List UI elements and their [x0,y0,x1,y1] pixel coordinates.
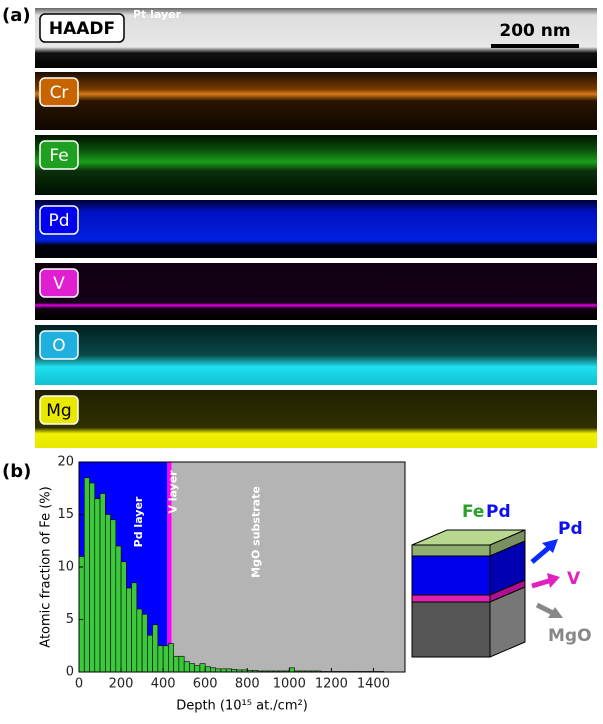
bar [115,545,122,673]
map-label-box [39,268,79,298]
x-tick-label: 600 [193,677,218,692]
bar [168,643,174,673]
bar [89,482,96,673]
bar [78,556,85,673]
element-map [35,72,597,130]
region-label: Pd layer [132,496,145,547]
y-axis-label: Atomic fraction of Fe (%) [39,486,54,647]
y-tick-label: 15 [57,507,74,522]
x-tick-label: 1000 [273,677,306,692]
panel-label: (b) [2,461,31,482]
x-axis-label: Depth (10¹⁵ at./cm²) [176,699,308,714]
map-label-box [39,205,79,235]
map-label-box [39,13,125,43]
bar [157,645,164,673]
bar [126,587,132,673]
map-label: O [52,336,65,356]
y-tick-label: 0 [66,665,74,680]
bar [173,655,180,673]
bar [147,634,153,673]
panel-label: (a) [2,5,31,26]
bar [99,493,106,673]
x-tick-label: 1200 [315,677,348,692]
bar [189,663,195,673]
map-label-box [39,395,79,425]
bar [141,613,148,673]
map-label-box [39,77,79,107]
region-label: V layer [166,470,179,514]
y-tick-label: 5 [66,612,74,627]
x-tick-label: 1400 [357,677,390,692]
bar [94,498,101,673]
bar [120,561,127,673]
region [167,462,172,672]
map-label: Mg [46,401,71,421]
bar [110,519,117,673]
bar [204,666,211,673]
bar [199,663,206,673]
bar [178,655,185,673]
map-label: Pd [48,211,69,231]
y-tick-label: 20 [57,455,74,470]
bar [131,582,138,673]
bar [194,665,201,673]
element-map [35,135,597,195]
x-tick-label: 400 [151,677,176,692]
layer-diagram: Fe Pd Pd V MgO [411,502,592,658]
map-label-box [39,140,79,170]
layer-label: V [567,569,581,589]
x-tick-label: 800 [235,677,260,692]
bar [162,645,169,673]
region [171,462,405,672]
layer-label: Pd [558,519,583,539]
map-label: V [53,274,65,294]
film-label: Pd [486,502,511,522]
bar [289,667,295,673]
map-annotation: Pt layer [133,8,182,21]
scale-bar [491,44,579,48]
bar [83,477,90,673]
element-map [35,8,597,68]
bar [104,514,111,673]
bar [136,608,143,673]
element-map [35,390,597,448]
layer-label: MgO [548,626,592,646]
element-map [35,263,597,320]
y-tick-label: 10 [57,560,74,575]
bar [183,661,190,673]
map-label: Fe [49,146,68,166]
map-label-box [39,330,79,360]
element-map [35,200,597,258]
map-label: Cr [50,83,69,103]
map-label: HAADF [49,19,115,39]
scale-bar-label: 200 nm [499,21,570,41]
bar [210,667,217,673]
film-label: Fe [462,502,484,522]
region-label: MgO substrate [250,486,263,578]
element-map [35,325,597,385]
x-tick-label: 200 [109,677,134,692]
x-tick-label: 0 [75,677,83,692]
bar [152,624,159,673]
